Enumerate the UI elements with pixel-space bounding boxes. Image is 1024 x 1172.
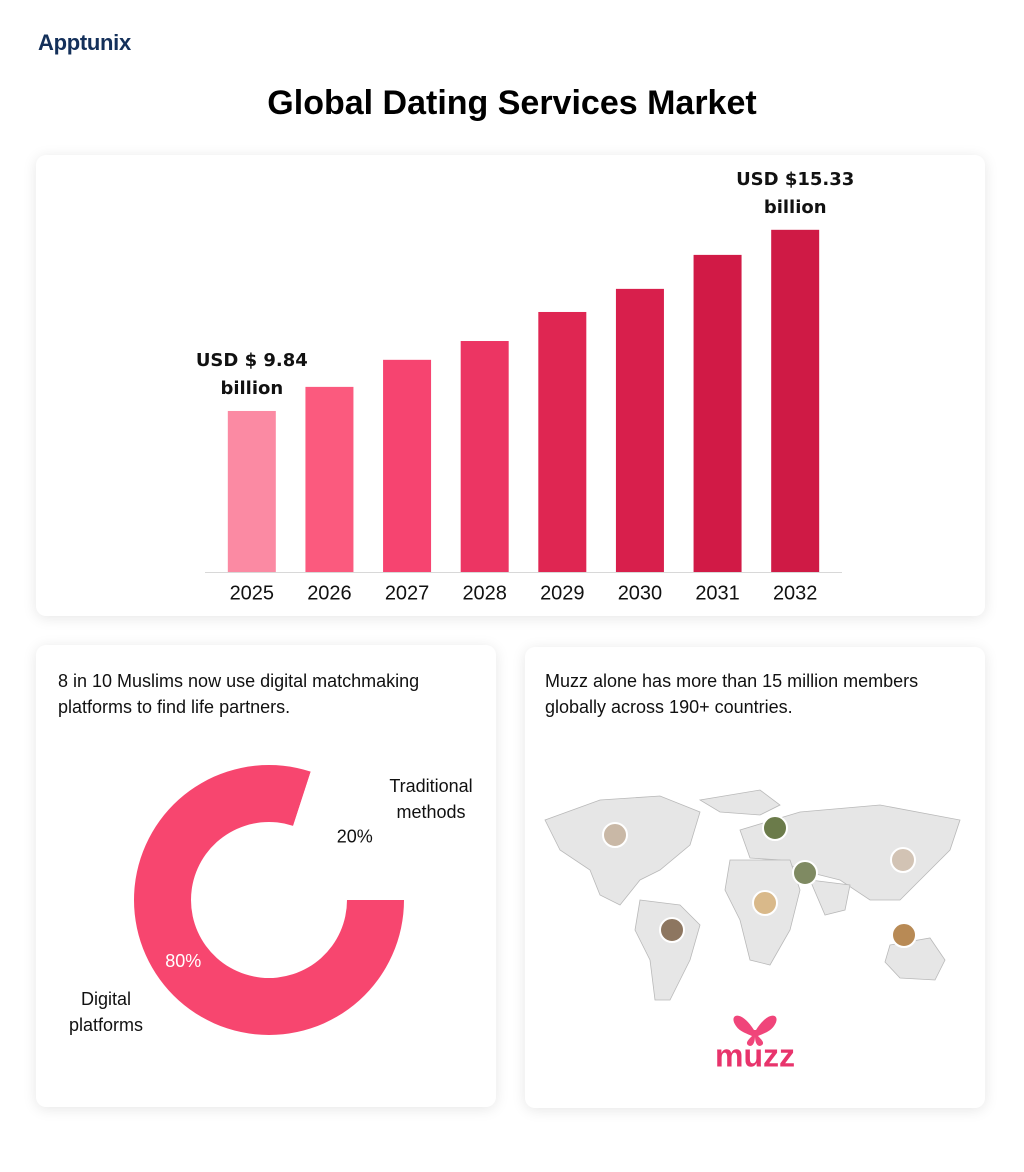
value-label: USD $ 9.84 billion [195, 349, 308, 399]
x-tick-label: 2030 [618, 582, 663, 604]
brand-logo[interactable]: muzz [715, 1037, 795, 1073]
muzz-icon [733, 1015, 777, 1046]
world-map [544, 789, 961, 1001]
bar [460, 341, 509, 572]
donut-slice [133, 765, 404, 1035]
x-tick-label: 2026 [307, 582, 352, 604]
bar [771, 229, 820, 572]
bar-card [36, 155, 985, 616]
value-label: USD $15.33 billion [736, 168, 855, 218]
map-caption: Muzz alone has more than 15 million memb… [545, 671, 919, 717]
donut-slice [293, 771, 404, 900]
x-tick-label: 2032 [773, 582, 818, 604]
logo[interactable]: Apptunix [38, 30, 131, 55]
x-tick-label: 2029 [540, 582, 585, 604]
x-tick-label: 2027 [385, 582, 430, 604]
category-label: Digital platforms [68, 989, 144, 1035]
bar [693, 254, 742, 572]
donut-caption: 8 in 10 Muslims now use digital matchmak… [58, 671, 420, 717]
slice-label: 20% [337, 826, 373, 846]
x-tick-label: 2025 [230, 582, 275, 604]
page-title: Global Dating Services Market [267, 84, 757, 122]
slice-label: 80% [165, 951, 201, 971]
bar [305, 386, 354, 572]
bar [383, 359, 432, 572]
category-label: Traditional methods [389, 776, 473, 822]
member-avatars [602, 815, 917, 948]
x-tick-label: 2028 [462, 582, 507, 604]
bar [227, 410, 276, 572]
x-tick-label: 2031 [695, 582, 740, 604]
bar [615, 288, 664, 572]
bar [538, 311, 587, 572]
